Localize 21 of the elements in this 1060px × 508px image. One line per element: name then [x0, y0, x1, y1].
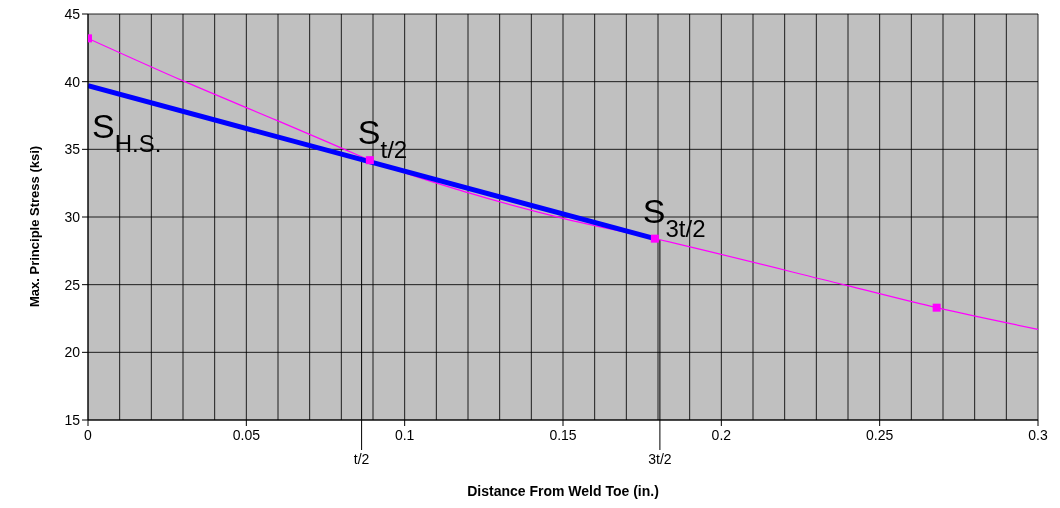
point [932, 303, 941, 312]
x-tick-label: 0.3 [1028, 427, 1048, 443]
x-tick-label: 0.2 [711, 427, 732, 443]
x-tick-label: 0 [84, 427, 93, 443]
y-tick-label: 40 [64, 73, 81, 90]
x-tick-label: 0.15 [549, 427, 577, 443]
point [650, 234, 659, 243]
x-tick-label: 0.25 [866, 427, 894, 443]
x-tick-label: 0.05 [232, 427, 261, 443]
x-tick-label: 0.1 [394, 427, 415, 443]
y-axis-title: Max. Principle Stress (ksi) [26, 145, 42, 307]
y-tick-label: 45 [64, 5, 81, 22]
ref-line-label: 3t/2 [648, 451, 672, 467]
ref-line-label: t/2 [353, 451, 370, 467]
y-tick-label: 30 [64, 208, 81, 225]
y-tick-label: 25 [64, 276, 81, 293]
y-tick-label: 15 [64, 411, 81, 428]
y-tick-label: 35 [64, 141, 81, 158]
point [365, 156, 374, 165]
y-tick-label: 20 [64, 344, 81, 361]
x-axis-title: Distance From Weld Toe (in.) [467, 483, 659, 499]
